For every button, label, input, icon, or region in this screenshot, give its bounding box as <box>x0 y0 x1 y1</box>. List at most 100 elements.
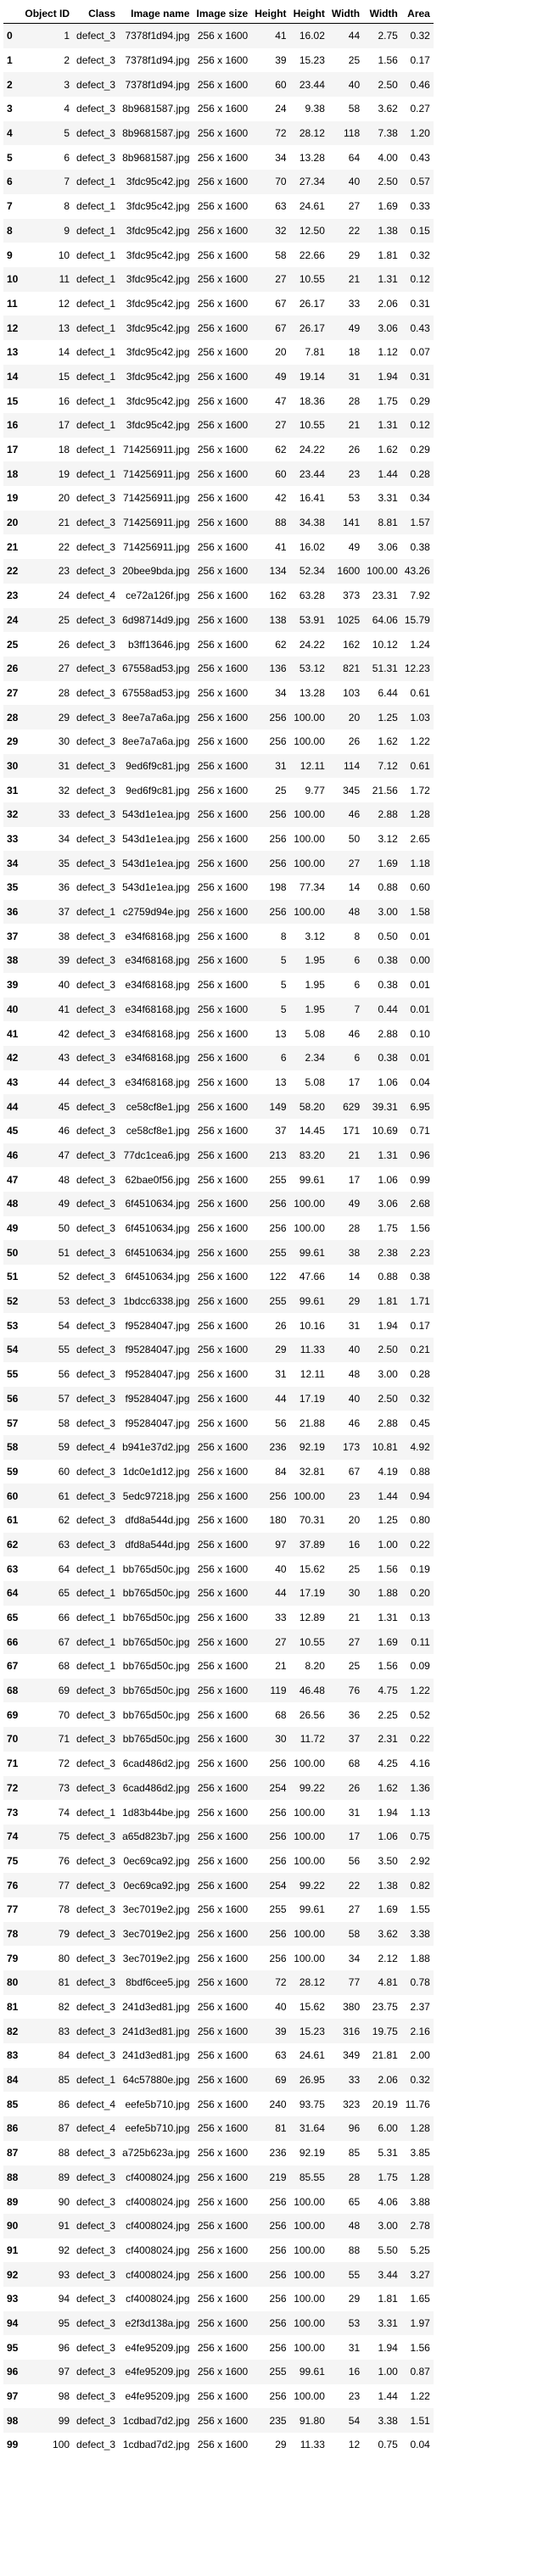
table-cell: 81 <box>58 1976 70 1989</box>
table-cell: 256 x 1600 <box>197 2414 249 2427</box>
table-cell: 2.25 <box>378 1708 398 1721</box>
table-cell: defect_3 <box>76 54 116 67</box>
table-cell: 89 <box>58 2171 70 2183</box>
row-index: 49 <box>7 1222 19 1235</box>
table-cell: 100.00 <box>294 1927 325 1940</box>
table-cell: 1.06 <box>378 1076 398 1088</box>
table-cell: defect_3 <box>76 540 116 553</box>
table-cell: 24 <box>58 590 70 602</box>
table-row: 70 71 defect_3 bb765d50c.jpg 256 x 1600 30 11.… <box>3 1727 434 1752</box>
table-row: 93 94 defect_3 cf4008024.jpg 256 x 1600 256 10… <box>3 2286 434 2311</box>
column-header: Width <box>327 3 364 24</box>
table-cell: 0.94 <box>410 1489 430 1502</box>
table-cell: 3.31 <box>378 492 398 505</box>
table-cell: 254 <box>269 1879 287 1891</box>
table-cell: 25 <box>348 1562 361 1575</box>
table-cell: 16.02 <box>299 30 325 42</box>
row-index: 53 <box>7 1319 19 1332</box>
table-cell: defect_3 <box>76 1319 116 1332</box>
table-cell: 349 <box>343 2049 361 2062</box>
table-cell: 543d1e1ea.jpg <box>122 881 190 894</box>
table-cell: 26.17 <box>299 297 325 310</box>
table-cell: 99.61 <box>299 1246 325 1259</box>
table-cell: 255 <box>269 1903 287 1916</box>
table-cell: 15 <box>58 370 70 383</box>
table-cell: 2.88 <box>378 1027 398 1040</box>
table-cell: 20 <box>58 492 70 505</box>
table-cell: defect_3 <box>76 1708 116 1721</box>
table-cell: 256 x 1600 <box>197 1927 249 1940</box>
table-cell: 19 <box>58 467 70 480</box>
table-row: 28 29 defect_3 8ee7a7a6a.jpg 256 x 1600 256 10… <box>3 705 434 729</box>
table-cell: 256 x 1600 <box>197 2268 249 2281</box>
row-index: 88 <box>7 2171 19 2183</box>
table-cell: 67 <box>275 297 287 310</box>
table-row: 91 92 defect_3 cf4008024.jpg 256 x 1600 256 10… <box>3 2238 434 2263</box>
table-cell: bb765d50c.jpg <box>122 1635 190 1648</box>
table-cell: 100 <box>53 2439 70 2451</box>
table-cell: 256 x 1600 <box>197 2439 249 2451</box>
table-cell: 97 <box>275 1538 287 1551</box>
table-cell: cf4008024.jpg <box>126 2195 190 2208</box>
table-cell: f95284047.jpg <box>125 1368 190 1381</box>
table-cell: defect_1 <box>76 419 116 432</box>
table-cell: 3fdc95c42.jpg <box>126 370 190 383</box>
table-cell: 49 <box>58 1198 70 1210</box>
table-cell: e34f68168.jpg <box>125 1076 190 1088</box>
table-cell: 1.56 <box>410 1222 430 1235</box>
table-row: 17 18 defect_1 714256911.jpg 256 x 1600 62 24.… <box>3 437 434 462</box>
table-cell: 73 <box>58 1781 70 1794</box>
table-cell: 256 x 1600 <box>197 1222 249 1235</box>
row-index: 38 <box>7 954 19 967</box>
table-cell: 256 x 1600 <box>197 954 249 967</box>
table-cell: 43 <box>58 1052 70 1064</box>
table-cell: 11.72 <box>299 1733 325 1746</box>
table-cell: 256 x 1600 <box>197 1879 249 1891</box>
row-index: 26 <box>7 662 19 675</box>
table-row: 90 91 defect_3 cf4008024.jpg 256 x 1600 256 10… <box>3 2213 434 2238</box>
table-cell: 24.22 <box>299 444 325 456</box>
table-cell: 5.25 <box>410 2244 430 2256</box>
table-cell: 256 x 1600 <box>197 2293 249 2305</box>
table-row: 15 16 defect_1 3fdc95c42.jpg 256 x 1600 47 18.… <box>3 388 434 413</box>
table-row: 13 14 defect_1 3fdc95c42.jpg 256 x 1600 20 7.8… <box>3 339 434 365</box>
table-cell: 4.06 <box>378 2195 398 2208</box>
table-cell: 0.38 <box>410 540 430 553</box>
table-cell: 91 <box>58 2220 70 2232</box>
table-cell: defect_1 <box>76 224 116 237</box>
table-cell: 256 x 1600 <box>197 1830 249 1843</box>
table-cell: 6f4510634.jpg <box>125 1198 190 1210</box>
table-cell: 69 <box>58 1685 70 1697</box>
row-index: 43 <box>7 1076 19 1088</box>
table-cell: 8b9681587.jpg <box>122 151 190 164</box>
table-cell: 30 <box>58 735 70 748</box>
row-index: 46 <box>7 1148 19 1161</box>
table-cell: 256 <box>269 1927 287 1940</box>
table-cell: 68 <box>275 1708 287 1721</box>
table-cell: 22 <box>348 224 361 237</box>
table-cell: 7.81 <box>305 346 325 359</box>
table-cell: 95 <box>58 2316 70 2329</box>
table-cell: defect_4 <box>76 1441 116 1454</box>
table-cell: defect_3 <box>76 1125 116 1137</box>
table-cell: 20.19 <box>372 2098 398 2110</box>
table-row: 45 46 defect_3 ce58cf8e1.jpg 256 x 1600 37 14.… <box>3 1118 434 1143</box>
table-cell: 100.00 <box>294 1806 325 1819</box>
table-cell: 134 <box>269 565 287 578</box>
table-cell: 40 <box>348 1392 361 1405</box>
table-cell: 63 <box>58 1538 70 1551</box>
table-cell: 3 <box>64 78 70 91</box>
table-cell: defect_3 <box>76 2341 116 2354</box>
row-index: 94 <box>7 2316 19 2329</box>
table-cell: 0.87 <box>410 2366 430 2378</box>
table-cell: 2.06 <box>378 297 398 310</box>
row-index: 44 <box>7 1100 19 1113</box>
table-cell: 1.95 <box>305 1003 325 1015</box>
table-cell: 67558ad53.jpg <box>122 662 190 675</box>
table-cell: 18 <box>348 346 361 359</box>
table-row: 12 13 defect_1 3fdc95c42.jpg 256 x 1600 67 26.… <box>3 316 434 340</box>
table-cell: 3.85 <box>410 2147 430 2160</box>
table-row: 14 15 defect_1 3fdc95c42.jpg 256 x 1600 49 19.… <box>3 364 434 389</box>
table-cell: 88 <box>58 2147 70 2160</box>
table-cell: 256 x 1600 <box>197 590 249 602</box>
